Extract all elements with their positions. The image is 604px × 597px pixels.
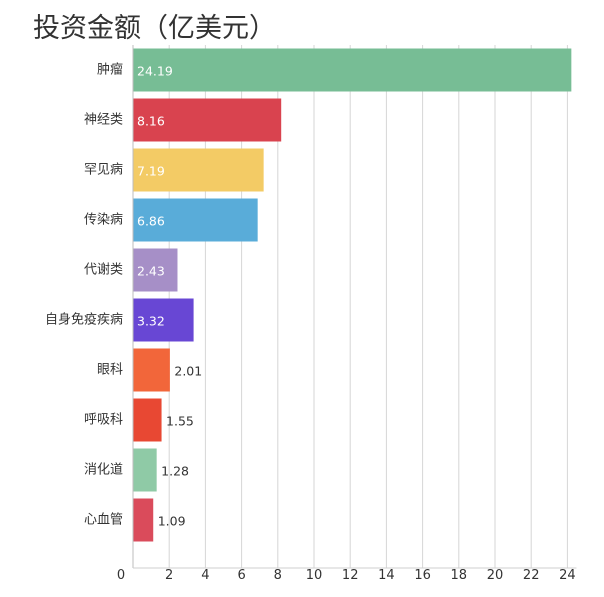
x-tick-label: 18 xyxy=(451,568,468,583)
x-tick-label: 16 xyxy=(414,568,431,583)
value-label: 7.19 xyxy=(137,164,165,179)
category-label: 呼吸科 xyxy=(84,413,123,428)
category-label: 心血管 xyxy=(84,513,123,528)
bar xyxy=(133,198,258,242)
value-label: 1.55 xyxy=(166,414,194,429)
bar xyxy=(133,348,170,392)
bar xyxy=(133,298,194,342)
bar xyxy=(133,398,162,442)
x-tick-label: 10 xyxy=(306,568,323,583)
value-label: 1.09 xyxy=(158,514,186,529)
x-tick-label: 0 xyxy=(117,568,125,583)
bar xyxy=(133,98,282,142)
x-tick-label: 2 xyxy=(165,568,173,583)
bar xyxy=(133,148,264,192)
x-tick-label: 24 xyxy=(559,568,576,583)
x-tick-label: 8 xyxy=(274,568,282,583)
x-tick-label: 14 xyxy=(378,568,395,583)
x-tick-label: 4 xyxy=(201,568,209,583)
bar xyxy=(133,48,572,92)
bar xyxy=(133,248,178,292)
x-axis: 0 2 4 6 8 10 12 14 16 18 20 22 24 xyxy=(117,567,577,583)
value-label: 8.16 xyxy=(137,114,165,129)
value-label: 6.86 xyxy=(137,214,165,229)
value-label: 1.28 xyxy=(161,464,189,479)
x-tick-label: 12 xyxy=(342,568,359,583)
bar xyxy=(133,448,157,492)
category-label: 肿瘤 xyxy=(97,62,123,78)
category-label: 代谢类 xyxy=(84,262,123,278)
x-tick-label: 20 xyxy=(487,568,504,583)
x-tick-label: 22 xyxy=(523,568,540,583)
category-label: 传染病 xyxy=(84,213,123,228)
category-label: 罕见病 xyxy=(84,163,123,178)
value-label: 3.32 xyxy=(137,314,165,329)
category-label: 神经类 xyxy=(84,113,123,128)
category-label: 消化道 xyxy=(84,463,123,478)
bar xyxy=(133,498,154,542)
chart-title: 投资金额（亿美元） xyxy=(33,13,276,44)
bars: 肿瘤 24.19 神经类 8.16 罕见病 7.19 传染病 6.86 代谢类 2.43 自身免疫疾… xyxy=(45,48,572,542)
x-tick-label: 6 xyxy=(237,568,245,583)
value-label: 2.01 xyxy=(174,364,202,379)
category-label: 眼科 xyxy=(97,363,123,378)
value-label: 2.43 xyxy=(137,264,165,279)
value-label: 24.19 xyxy=(137,64,173,79)
category-label: 自身免疫疾病 xyxy=(45,312,123,328)
